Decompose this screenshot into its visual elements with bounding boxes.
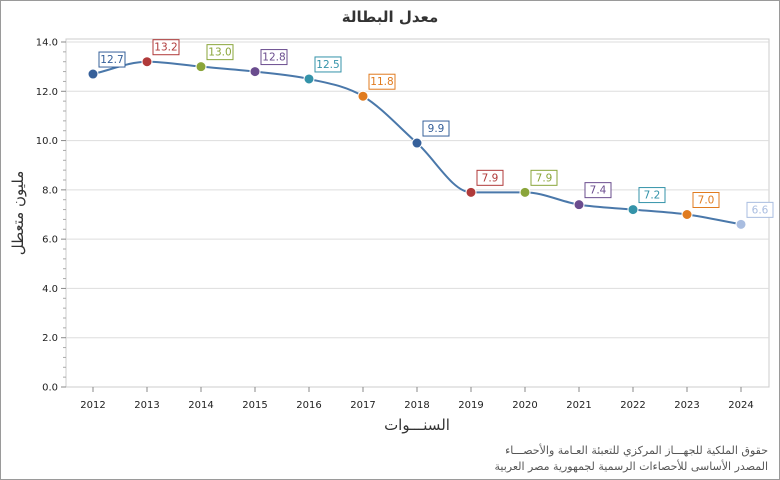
data-point (357, 90, 369, 102)
x-tick-label: 2018 (404, 400, 429, 411)
footer-copyright-text: حقوق الملكية للجهـــاز المركزي للتعبئة ا… (505, 444, 768, 457)
data-label: 11.8 (370, 76, 393, 88)
data-label: 12.8 (262, 52, 285, 64)
data-point (141, 56, 153, 68)
x-tick-label: 2014 (188, 400, 213, 411)
data-label: 13.2 (154, 42, 177, 54)
data-point (735, 218, 747, 230)
x-tick-label: 2012 (80, 400, 105, 411)
data-label-box (422, 120, 450, 137)
x-tick-label: 2016 (296, 400, 321, 411)
data-label: 9.9 (428, 123, 445, 135)
x-tick-label: 2019 (458, 400, 483, 411)
y-axis: 0.0 2.0 4.0 6.0 8.0 10.0 12.0 14.0 (36, 38, 66, 394)
y-tick-label: 6.0 (42, 235, 58, 246)
y-tick-label: 4.0 (42, 284, 58, 295)
data-label-box (152, 39, 180, 56)
data-point (87, 68, 99, 80)
data-point (681, 209, 693, 220)
x-tick-label: 2021 (566, 400, 591, 411)
data-label-box (314, 56, 342, 73)
x-tick-label: 2022 (620, 400, 645, 411)
data-label: 12.5 (316, 59, 339, 71)
x-tick-label: 2013 (134, 400, 159, 411)
data-point (627, 204, 639, 216)
x-tick-label: 2024 (728, 400, 753, 411)
data-label-box (368, 73, 396, 90)
data-point (303, 73, 315, 85)
footer-source-text: المصدر الأساسى للأحصاءات الرسمية لجمهوري… (494, 460, 768, 473)
x-tick-label: 2015 (242, 400, 267, 411)
data-point (411, 137, 423, 149)
x-tick-label: 2017 (350, 400, 375, 411)
data-label: 6.6 (752, 204, 769, 216)
x-axis: 2012 2013 2014 2015 2016 2017 2018 2019 2020 2021… (80, 387, 754, 411)
data-label: 7.9 (536, 172, 553, 184)
y-axis-title: مليون متعطل (9, 171, 27, 256)
x-tick-label: 2020 (512, 400, 537, 411)
y-tick-label: 8.0 (42, 185, 58, 196)
data-label: 7.4 (590, 185, 607, 197)
data-label-box (692, 192, 720, 208)
data-point (249, 66, 261, 78)
y-tick-label: 12.0 (36, 87, 58, 98)
data-label-box (584, 182, 612, 199)
plot-area (65, 38, 770, 388)
data-label-box (260, 49, 288, 66)
x-axis-title: السنـــوات (384, 416, 450, 434)
y-tick-label: 10.0 (36, 136, 58, 147)
chart-title: معدل البطالة (342, 8, 439, 26)
data-label: 7.2 (644, 190, 661, 202)
data-label: 7.9 (482, 172, 499, 184)
data-label-box (638, 187, 666, 204)
data-label-box (476, 169, 504, 186)
data-point (519, 186, 531, 198)
data-point (465, 186, 477, 198)
data-label-box (206, 44, 234, 61)
y-tick-label: 14.0 (36, 38, 58, 49)
data-label: 13.0 (208, 47, 231, 59)
x-tick-label: 2023 (674, 400, 699, 411)
data-label-box (98, 51, 126, 68)
data-label-box (746, 201, 774, 218)
data-point (195, 61, 207, 73)
data-label: 7.0 (698, 195, 715, 207)
y-tick-label: 2.0 (42, 333, 58, 344)
data-labels: 12.7 13.2 13.0 12.8 12.5 11.8 9.9 7.9 7.9 7.4 7.2 7… (98, 39, 774, 218)
data-point (573, 199, 585, 211)
data-label-box (530, 169, 558, 186)
data-points (87, 56, 747, 230)
y-tick-label: 0.0 (42, 383, 58, 394)
data-label: 12.7 (100, 54, 123, 66)
